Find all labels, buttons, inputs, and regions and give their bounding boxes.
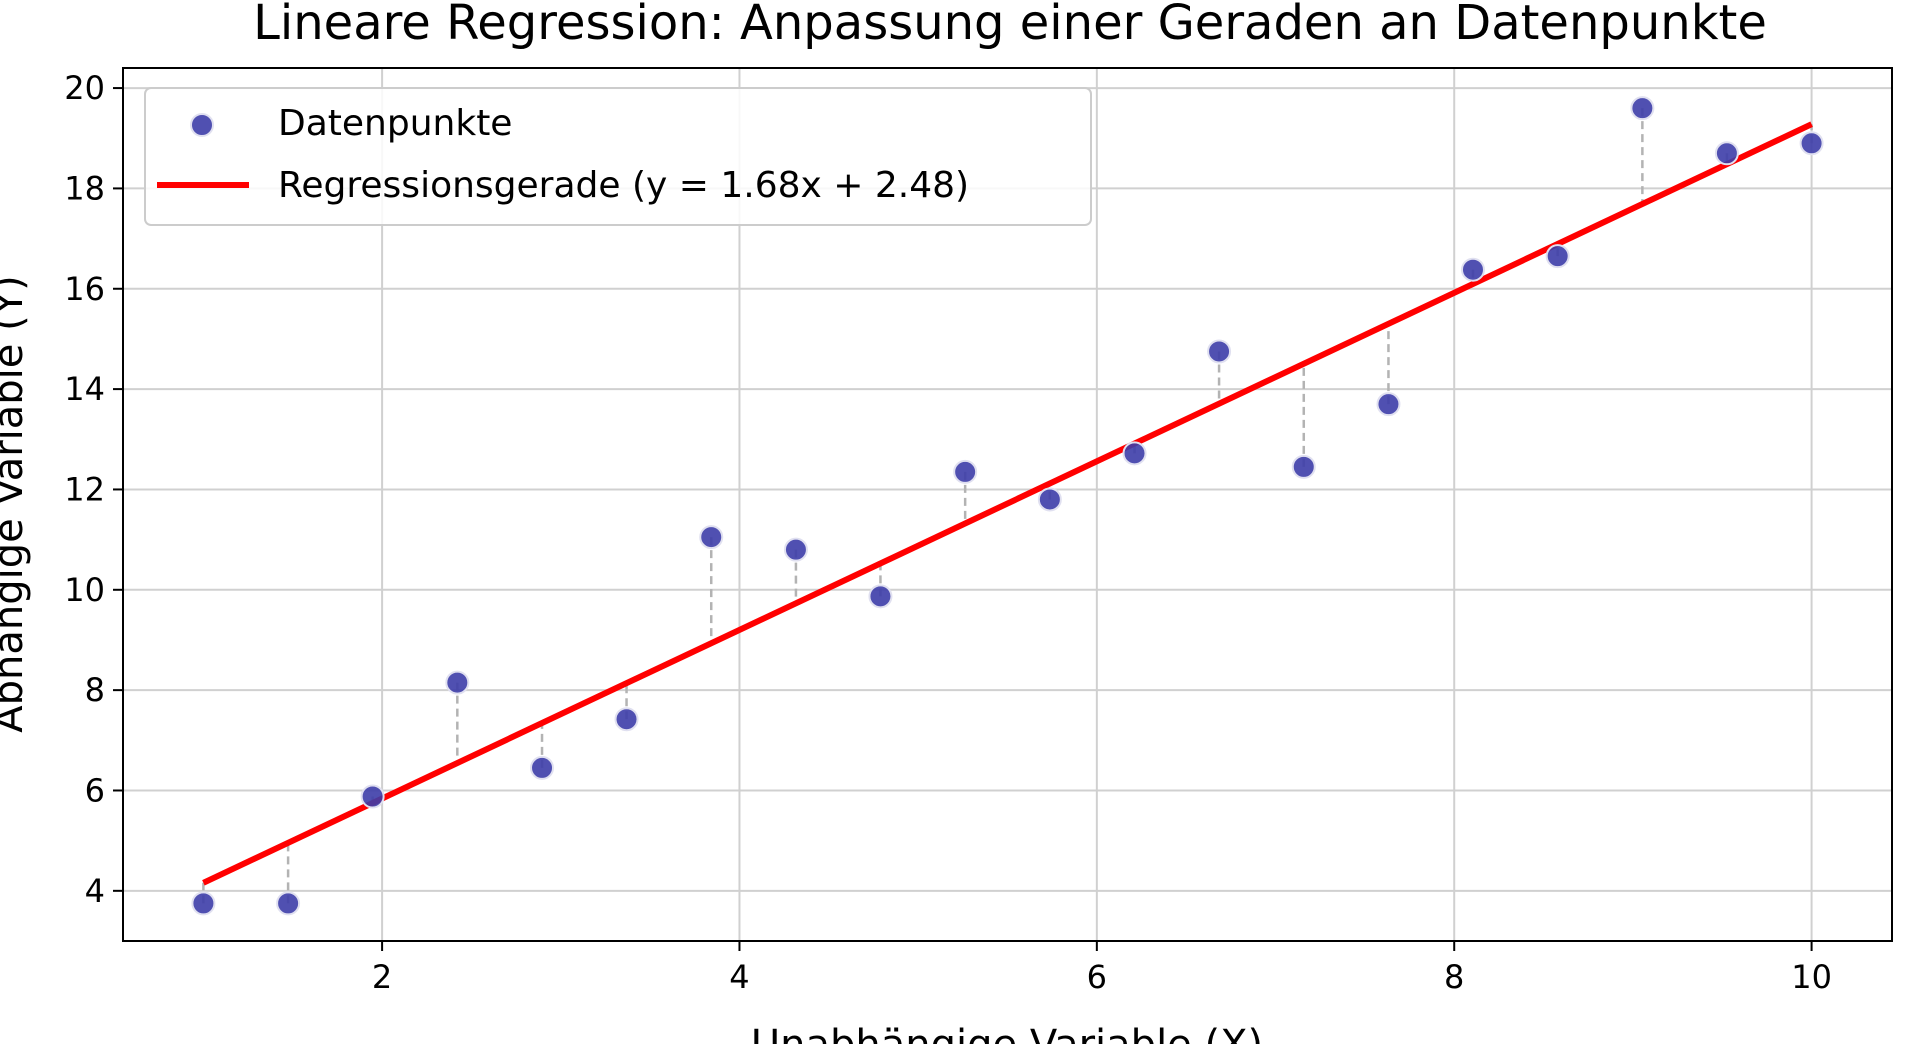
data-point	[1122, 441, 1147, 466]
x-tick-label-8: 8	[1444, 958, 1464, 996]
y-tick-label-16: 16	[64, 270, 105, 308]
y-axis-label: Abhängige Variable (Y)	[0, 275, 32, 733]
y-tick-label-6: 6	[85, 771, 105, 809]
data-points	[191, 96, 1824, 916]
y-tick-label-12: 12	[64, 470, 105, 508]
data-point	[530, 755, 555, 780]
data-point	[1460, 257, 1485, 282]
chart-title: Lineare Regression: Anpassung einer Gera…	[253, 0, 1767, 51]
legend-marker-datenpunkte	[190, 113, 214, 137]
legend-box	[144, 87, 1092, 226]
data-point	[360, 784, 385, 809]
y-tick-label-18: 18	[64, 169, 105, 207]
data-point	[953, 459, 978, 484]
data-point	[1376, 392, 1401, 417]
legend-label-datenpunkte: Datenpunkte	[278, 103, 512, 144]
x-tick-label-2: 2	[372, 958, 392, 996]
plot-frame	[122, 67, 1893, 942]
data-point	[1291, 454, 1316, 479]
data-point	[1545, 244, 1570, 269]
axis-ticks: 2 4 6 8 10 4 6 8 10 12 14 16 18 20	[64, 69, 1832, 996]
data-point	[1207, 339, 1232, 364]
data-point	[868, 584, 893, 609]
regression-line	[202, 121, 1813, 886]
y-tick-label-8: 8	[85, 671, 105, 709]
y-tick-label-14: 14	[64, 370, 105, 408]
data-point	[1630, 96, 1655, 121]
data-point	[699, 525, 724, 550]
legend: Datenpunkte Regressionsgerade (y = 1.68x…	[144, 87, 1092, 226]
x-tick-label-10: 10	[1791, 958, 1832, 996]
x-tick-label-6: 6	[1087, 958, 1107, 996]
x-axis-label: Unabhängige Variable (X)	[751, 1022, 1263, 1044]
data-point	[276, 891, 301, 916]
data-point	[191, 891, 216, 916]
data-point	[783, 537, 808, 562]
data-point	[1037, 487, 1062, 512]
legend-label-regressionsgerade: Regressionsgerade (y = 1.68x + 2.48)	[278, 165, 969, 206]
data-point	[614, 707, 639, 732]
data-point	[445, 670, 470, 695]
y-tick-label-10: 10	[64, 571, 105, 609]
y-tick-label-4: 4	[85, 872, 105, 910]
y-tick-label-20: 20	[64, 69, 105, 107]
x-tick-label-4: 4	[729, 958, 749, 996]
data-point	[1799, 131, 1824, 156]
data-point	[1714, 141, 1739, 166]
regression-line-layer	[202, 121, 1813, 886]
